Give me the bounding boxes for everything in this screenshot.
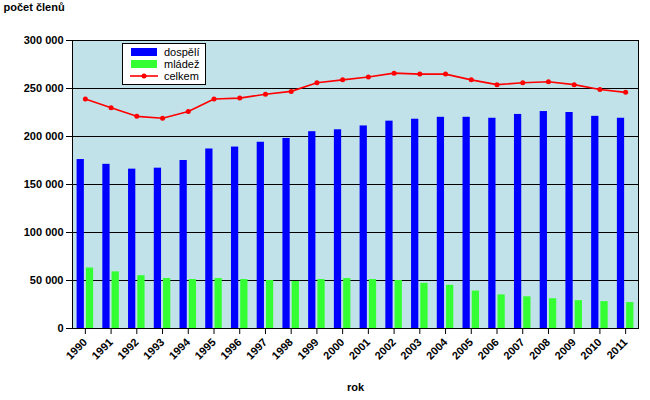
svg-text:2005: 2005 (449, 336, 475, 362)
svg-text:250 000: 250 000 (24, 82, 64, 94)
svg-text:2002: 2002 (372, 336, 398, 362)
svg-text:2010: 2010 (578, 336, 604, 362)
html-text:mládež: mládež (164, 58, 200, 70)
svg-text:2011: 2011 (604, 336, 629, 361)
svg-text:2009: 2009 (552, 336, 578, 362)
svg-text:100 000: 100 000 (24, 226, 64, 238)
svg-text:1993: 1993 (141, 336, 167, 362)
svg-text:rok: rok (347, 381, 365, 393)
svg-text:50 000: 50 000 (30, 274, 64, 286)
svg-text:2003: 2003 (398, 336, 424, 362)
html-text:celkem: celkem (164, 70, 199, 82)
svg-text:0: 0 (57, 322, 63, 334)
svg-text:počet členů: počet členů (4, 1, 65, 13)
svg-text:2007: 2007 (501, 336, 527, 362)
svg-text:1997: 1997 (244, 336, 270, 362)
html-text:dospělí: dospělí (164, 46, 200, 58)
svg-text:1992: 1992 (115, 336, 141, 362)
svg-text:1994: 1994 (166, 335, 192, 361)
svg-text:2001: 2001 (346, 336, 372, 362)
svg-text:300 000: 300 000 (24, 34, 64, 46)
svg-text:2004: 2004 (424, 335, 450, 361)
svg-text:1991: 1991 (89, 336, 115, 362)
svg-text:1995: 1995 (192, 336, 218, 362)
svg-text:1998: 1998 (269, 336, 295, 362)
svg-text:1990: 1990 (63, 336, 89, 362)
svg-text:200 000: 200 000 (24, 130, 64, 142)
svg-text:2008: 2008 (527, 336, 553, 362)
svg-text:2000: 2000 (321, 336, 347, 362)
svg-text:2006: 2006 (475, 336, 501, 362)
svg-text:150 000: 150 000 (24, 178, 64, 190)
svg-text:1999: 1999 (295, 336, 321, 362)
svg-text:1996: 1996 (218, 336, 244, 362)
